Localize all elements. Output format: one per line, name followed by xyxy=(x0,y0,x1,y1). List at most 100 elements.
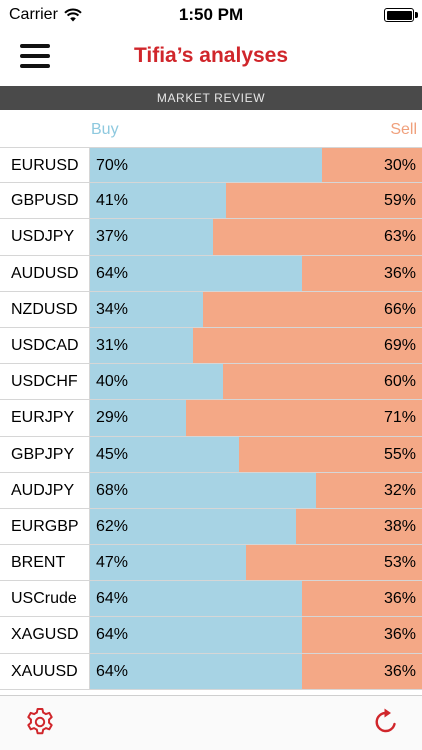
buy-percent: 34% xyxy=(96,300,129,318)
sell-bar xyxy=(302,581,422,617)
sell-bar xyxy=(222,364,422,400)
sentiment-bar xyxy=(90,581,422,617)
clock: 1:50 PM xyxy=(178,5,244,24)
carrier-indicator: Carrier xyxy=(9,6,82,24)
sentiment-list: EURUSD 70% 30% GBPUSD 41% 59% USDJPY 37% 63% AUDU… xyxy=(0,147,422,690)
list-item: EURJPY 29% 71% xyxy=(0,400,422,437)
list-item: USDCAD 31% 69% xyxy=(0,327,422,365)
sentiment-bar xyxy=(90,327,422,364)
sentiment-bar xyxy=(90,183,422,219)
sell-bar xyxy=(212,219,422,255)
buy-percent: 29% xyxy=(96,409,129,427)
sell-bar xyxy=(295,508,422,545)
buy-percent: 64% xyxy=(96,590,129,608)
list-item: AUDJPY 68% 32% xyxy=(0,472,422,509)
sentiment-bar xyxy=(90,472,422,508)
buy-percent: 64% xyxy=(96,662,129,680)
symbol-label: XAGUSD xyxy=(0,617,90,653)
buy-bar xyxy=(90,400,187,436)
sell-percent: 36% xyxy=(383,662,416,680)
buy-percent: 31% xyxy=(96,336,129,354)
sentiment-bar xyxy=(90,364,422,400)
nav-bar: Tifia’s analyses xyxy=(0,30,422,86)
list-item: XAUUSD 64% 36% xyxy=(0,653,422,690)
sell-bar xyxy=(302,617,422,653)
sell-percent: 36% xyxy=(383,590,416,608)
symbol-label: EURUSD xyxy=(0,148,90,183)
buy-percent: 68% xyxy=(96,481,129,499)
sell-bar xyxy=(192,327,422,364)
sell-percent: 36% xyxy=(383,626,416,644)
list-item: NZDUSD 34% 66% xyxy=(0,291,422,328)
buy-bar xyxy=(90,472,316,508)
list-item: USDCHF 40% 60% xyxy=(0,364,422,401)
gear-icon[interactable] xyxy=(24,706,56,738)
status-bar: Carrier 1:50 PM xyxy=(0,0,422,30)
list-item: GBPUSD 41% 59% xyxy=(0,183,422,220)
sell-bar xyxy=(246,545,422,581)
buy-bar xyxy=(90,183,227,219)
buy-bar xyxy=(90,327,193,364)
sell-percent: 60% xyxy=(383,373,416,391)
symbol-label: USCrude xyxy=(0,581,90,617)
sell-percent: 53% xyxy=(383,554,416,572)
sell-bar xyxy=(315,472,422,508)
sentiment-bar xyxy=(90,617,422,653)
buy-bar xyxy=(90,653,303,689)
list-item: AUDUSD 64% 36% xyxy=(0,255,422,292)
buy-percent: 37% xyxy=(96,228,129,246)
sell-percent: 63% xyxy=(383,228,416,246)
sell-bar xyxy=(239,436,422,472)
symbol-label: AUDUSD xyxy=(0,255,90,291)
sell-bar xyxy=(302,255,422,291)
sell-percent: 38% xyxy=(383,517,416,535)
buy-bar xyxy=(90,148,323,183)
buy-percent: 62% xyxy=(96,517,129,535)
buy-percent: 41% xyxy=(96,192,129,210)
list-item: USCrude 64% 36% xyxy=(0,581,422,618)
symbol-label: EURJPY xyxy=(0,400,90,436)
section-header: MARKET REVIEW xyxy=(0,86,422,110)
sentiment-bar xyxy=(90,219,422,255)
buy-bar xyxy=(90,617,303,653)
symbol-label: USDCAD xyxy=(0,327,90,364)
buy-bar xyxy=(90,508,296,545)
sentiment-bar xyxy=(90,148,422,183)
buy-bar xyxy=(90,436,240,472)
sell-percent: 71% xyxy=(383,409,416,427)
buy-percent: 47% xyxy=(96,554,129,572)
buy-percent: 64% xyxy=(96,626,129,644)
sell-percent: 32% xyxy=(383,481,416,499)
buy-percent: 45% xyxy=(96,445,129,463)
symbol-label: AUDJPY xyxy=(0,472,90,508)
sentiment-bar xyxy=(90,400,422,436)
list-item: USDJPY 37% 63% xyxy=(0,219,422,256)
buy-column-label: Buy xyxy=(91,121,119,138)
list-item: EURGBP 62% 38% xyxy=(0,508,422,546)
symbol-label: USDCHF xyxy=(0,364,90,400)
buy-bar xyxy=(90,545,247,581)
column-labels: Buy Sell xyxy=(0,114,422,144)
sell-percent: 36% xyxy=(383,264,416,282)
carrier-label: Carrier xyxy=(9,6,58,23)
sell-percent: 30% xyxy=(383,157,416,174)
hamburger-menu-icon[interactable] xyxy=(20,42,50,70)
sell-column-label: Sell xyxy=(390,121,417,138)
buy-bar xyxy=(90,291,203,327)
list-item: GBPJPY 45% 55% xyxy=(0,436,422,473)
sell-bar xyxy=(186,400,422,436)
symbol-label: USDJPY xyxy=(0,219,90,255)
page-title: Tifia’s analyses xyxy=(133,44,289,67)
refresh-icon[interactable] xyxy=(370,706,402,738)
buy-bar xyxy=(90,581,303,617)
bottom-toolbar xyxy=(0,695,422,750)
sell-percent: 59% xyxy=(383,192,416,210)
sell-percent: 69% xyxy=(383,336,416,354)
sell-bar xyxy=(302,653,422,689)
buy-bar xyxy=(90,255,303,291)
sell-bar xyxy=(202,291,422,327)
sentiment-bar xyxy=(90,436,422,472)
list-item: EURUSD 70% 30% xyxy=(0,147,422,184)
sell-percent: 66% xyxy=(383,300,416,318)
buy-percent: 64% xyxy=(96,264,129,282)
